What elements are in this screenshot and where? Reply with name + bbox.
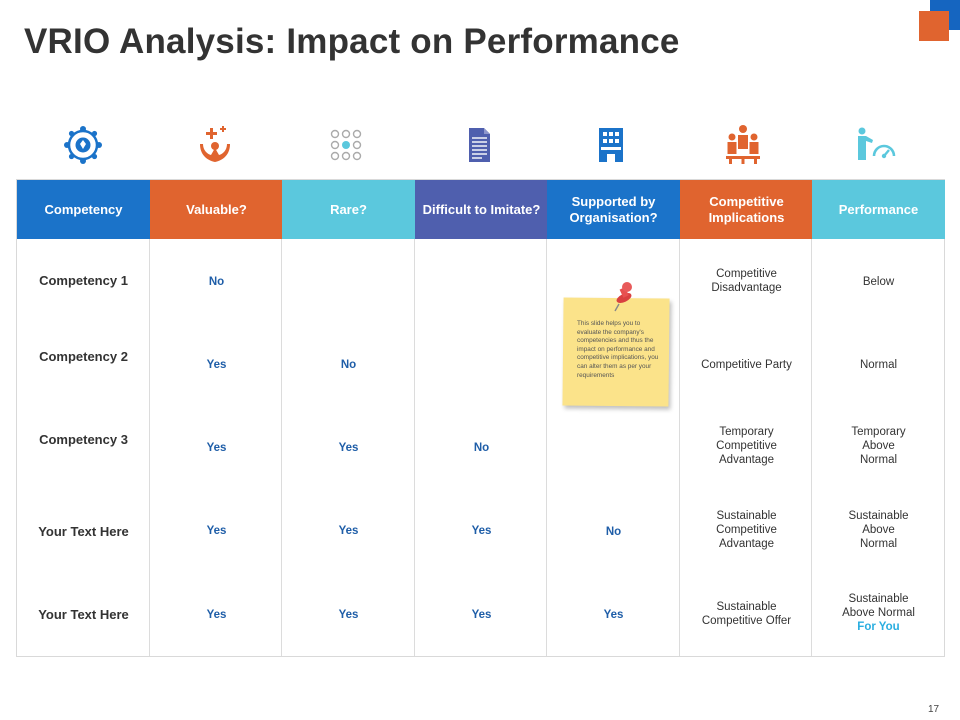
header-supported-by-organisation: Supported by Organisation? bbox=[547, 180, 680, 239]
row-2-valuable: Yes bbox=[206, 359, 227, 371]
corner-accent-orange bbox=[919, 11, 949, 41]
header-competitive-implications: Competitive Implications bbox=[680, 180, 813, 239]
row-3-valuable: Yes bbox=[206, 442, 227, 454]
row-2-performance: Normal bbox=[859, 359, 898, 371]
vrio-table: Competency Valuable? Rare? Difficult to … bbox=[16, 179, 945, 657]
row-5-competency: Your Text Here bbox=[38, 607, 129, 622]
row-1-competency: Competency 1 bbox=[39, 273, 128, 288]
header-rare: Rare? bbox=[282, 180, 415, 239]
column-divider bbox=[546, 239, 547, 656]
row-2-competency: Competency 2 bbox=[39, 349, 128, 364]
column-divider bbox=[679, 239, 680, 656]
pushpin-icon bbox=[611, 282, 637, 312]
page-number: 17 bbox=[928, 704, 940, 715]
row-3-difficult: No bbox=[473, 442, 490, 454]
column-divider bbox=[414, 239, 415, 656]
row-5-valuable: Yes bbox=[206, 609, 227, 621]
document-icon bbox=[452, 118, 506, 172]
row-3-implications: Temporary Competitive Advantage bbox=[716, 426, 777, 466]
header-difficult-to-imitate: Difficult to Imitate? bbox=[415, 180, 548, 239]
row-4-competency: Your Text Here bbox=[38, 524, 129, 539]
icon-row bbox=[16, 118, 945, 172]
row-5-implications: Sustainable Competitive Offer bbox=[701, 601, 792, 627]
row-2-implications: Competitive Party bbox=[701, 359, 792, 371]
row-4-supported: No bbox=[605, 526, 622, 538]
row-3-competency: Competency 3 bbox=[39, 432, 128, 447]
row-2-rare: No bbox=[340, 359, 357, 371]
row-4-rare: Yes bbox=[338, 525, 359, 537]
team-icon bbox=[716, 118, 770, 172]
building-icon bbox=[584, 118, 638, 172]
performance-highlight: For You bbox=[857, 621, 900, 633]
row-3-performance: Temporary Above Normal bbox=[851, 426, 906, 466]
performance-gauge-icon bbox=[848, 118, 902, 172]
row-4-valuable: Yes bbox=[206, 525, 227, 537]
header-competency: Competency bbox=[17, 180, 150, 239]
row-5-supported: Yes bbox=[603, 609, 624, 621]
sticky-note: This slide helps you to evaluate the com… bbox=[562, 282, 673, 410]
row-5-rare: Yes bbox=[338, 609, 359, 621]
column-divider bbox=[281, 239, 282, 656]
sticky-note-text: This slide helps you to evaluate the com… bbox=[577, 320, 659, 379]
badge-network-icon bbox=[56, 118, 110, 172]
row-3-rare: Yes bbox=[338, 442, 359, 454]
row-5-difficult: Yes bbox=[471, 609, 492, 621]
helping-hands-icon bbox=[188, 118, 242, 172]
column-divider bbox=[149, 239, 150, 656]
dot-grid-icon bbox=[319, 118, 373, 172]
row-5-performance: Sustainable Above Normal For You bbox=[842, 593, 915, 633]
column-divider bbox=[811, 239, 812, 656]
header-valuable: Valuable? bbox=[150, 180, 283, 239]
row-4-difficult: Yes bbox=[471, 525, 492, 537]
row-1-implications: Competitive Disadvantage bbox=[711, 268, 782, 294]
header-performance: Performance bbox=[812, 180, 945, 239]
row-1-valuable: No bbox=[208, 276, 225, 288]
row-4-performance: Sustainable Above Normal bbox=[848, 510, 909, 550]
page-title: VRIO Analysis: Impact on Performance bbox=[24, 22, 680, 61]
row-1-performance: Below bbox=[862, 276, 895, 288]
row-4-implications: Sustainable Competitive Advantage bbox=[716, 510, 777, 550]
